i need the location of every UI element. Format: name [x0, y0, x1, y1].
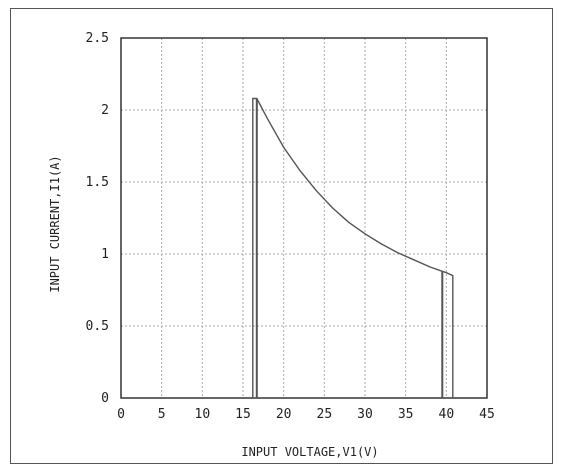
x-tick-label: 5 — [158, 407, 166, 422]
x-tick-label: 25 — [317, 407, 333, 422]
x-tick-label: 15 — [235, 407, 251, 422]
y-tick-label: 1 — [101, 247, 109, 262]
y-tick-label: 1.5 — [86, 175, 109, 190]
x-tick-labels: 0 5 10 15 20 25 30 35 40 45 — [117, 407, 495, 422]
x-tick-label: 45 — [479, 407, 495, 422]
x-tick-label: 0 — [117, 407, 125, 422]
y-tick-label: 2 — [101, 103, 109, 118]
x-tick-label: 30 — [357, 407, 373, 422]
x-tick-label: 40 — [439, 407, 455, 422]
x-tick-label: 10 — [195, 407, 211, 422]
y-tick-label: 0 — [101, 391, 109, 406]
x-tick-label: 35 — [398, 407, 414, 422]
grid-lines — [121, 38, 487, 398]
y-tick-label: 0.5 — [86, 319, 109, 334]
chart-frame — [10, 8, 553, 464]
series-line — [252, 97, 454, 398]
y-tick-labels: 0 0.5 1 1.5 2 2.5 — [86, 31, 109, 406]
x-axis-label: INPUT VOLTAGE,V1(V) — [241, 445, 378, 459]
plot-area-border — [120, 37, 488, 399]
series-layer — [252, 97, 454, 398]
y-tick-label: 2.5 — [86, 31, 109, 46]
x-tick-label: 20 — [276, 407, 292, 422]
y-axis-label: INPUT CURRENT,I1(A) — [48, 155, 62, 292]
